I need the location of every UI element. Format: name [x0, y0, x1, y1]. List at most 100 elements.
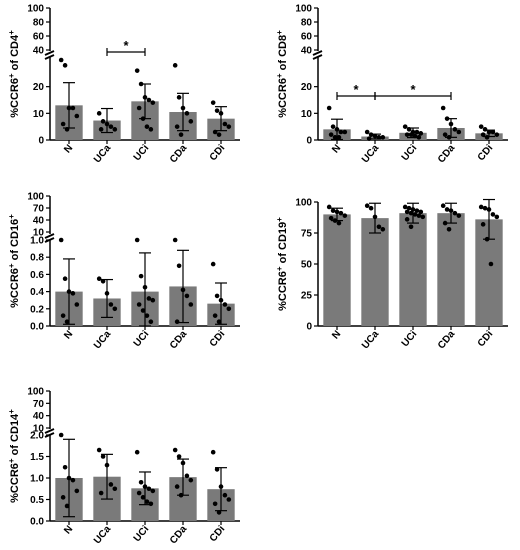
- data-point: [480, 132, 486, 137]
- data-point: [136, 105, 142, 111]
- data-point: [58, 432, 64, 438]
- data-point: [180, 105, 186, 111]
- data-point: [176, 263, 182, 269]
- y-tick-label: 40: [33, 411, 45, 422]
- y-axis-label: %CCR6+ of CD14+: [7, 409, 22, 503]
- data-point: [96, 111, 102, 116]
- data-point: [478, 124, 484, 129]
- data-point: [368, 132, 374, 137]
- y-axis-label-superscript: +: [7, 30, 16, 35]
- y-axis-label-part: of CD19: [277, 222, 289, 267]
- data-point: [74, 488, 80, 494]
- data-point: [58, 237, 64, 243]
- data-point: [364, 203, 370, 209]
- data-point: [336, 220, 342, 226]
- x-tick-label: CDa: [168, 329, 190, 352]
- data-point: [216, 510, 222, 515]
- x-tick-label: UCa: [92, 329, 114, 352]
- data-point: [226, 497, 232, 502]
- y-axis-label-superscript: +: [7, 73, 16, 78]
- y-tick-label: 100: [295, 198, 312, 209]
- data-point: [380, 226, 386, 232]
- y-tick-label: 0.0: [30, 517, 44, 528]
- significance-star: *: [353, 82, 359, 97]
- data-point: [96, 276, 102, 282]
- data-point: [148, 319, 154, 325]
- data-point: [148, 127, 154, 132]
- data-point: [494, 132, 500, 137]
- data-point: [180, 460, 186, 466]
- data-point: [70, 477, 76, 483]
- data-point: [406, 127, 412, 132]
- data-point: [372, 133, 378, 139]
- data-point: [142, 484, 148, 489]
- y-tick-label: 0.5: [30, 495, 44, 506]
- data-point: [108, 482, 114, 487]
- data-point: [486, 129, 492, 135]
- data-point: [418, 131, 424, 136]
- data-point: [490, 212, 496, 217]
- y-axis-label-part: %CCR6: [277, 78, 289, 118]
- data-point: [134, 68, 140, 73]
- data-point: [180, 287, 186, 293]
- data-point: [366, 136, 372, 141]
- y-tick-label: 60: [301, 32, 313, 43]
- data-point: [402, 124, 408, 129]
- data-point: [146, 486, 152, 492]
- data-point: [60, 313, 66, 318]
- y-axis-label: %CCR6+ of CD8+: [275, 30, 290, 118]
- x-tick-label: CDi: [208, 329, 228, 349]
- data-point: [144, 313, 150, 318]
- axis-break-mark: [312, 50, 323, 56]
- y-axis-label-superscript: +: [7, 409, 16, 414]
- y-tick-label: 100: [27, 4, 44, 15]
- data-point: [222, 492, 228, 498]
- data-point: [380, 135, 386, 140]
- data-point: [188, 302, 194, 307]
- data-point: [148, 501, 154, 507]
- x-tick-label: UCa: [360, 329, 382, 352]
- data-point: [60, 495, 66, 500]
- data-point: [174, 124, 180, 129]
- bar-CDa: [437, 213, 465, 326]
- y-tick-label: 0: [38, 136, 44, 147]
- y-tick-label: 10: [33, 109, 45, 120]
- data-point: [150, 297, 156, 303]
- significance-star: *: [123, 38, 129, 53]
- y-axis-label-superscript: +: [275, 217, 284, 222]
- y-tick-label: 60: [33, 32, 45, 43]
- data-point: [100, 119, 106, 124]
- data-point: [146, 296, 152, 301]
- data-point: [172, 237, 178, 243]
- data-point: [406, 205, 412, 211]
- data-point: [334, 127, 340, 132]
- x-tick-label: CDa: [436, 143, 458, 166]
- data-point: [64, 319, 70, 325]
- data-point: [218, 111, 224, 116]
- data-point: [332, 218, 338, 223]
- data-point: [332, 135, 338, 140]
- y-tick-label: 40: [301, 46, 313, 57]
- data-point: [104, 121, 110, 127]
- x-tick-label: CDa: [168, 524, 190, 547]
- data-point: [364, 129, 370, 135]
- x-tick-label: CDa: [168, 143, 190, 166]
- axis-break-mark: [44, 54, 55, 60]
- y-tick-label: 70: [33, 204, 45, 215]
- data-point: [412, 212, 418, 217]
- x-tick-label: UCi: [132, 524, 152, 544]
- y-axis-label-superscript: +: [7, 214, 16, 219]
- data-point: [216, 319, 222, 325]
- data-point: [184, 293, 190, 299]
- data-point: [494, 214, 500, 220]
- y-tick-label: 20: [301, 82, 313, 93]
- data-point: [484, 135, 490, 140]
- data-point: [222, 121, 228, 127]
- data-point: [142, 285, 148, 290]
- bar-UCa: [361, 218, 389, 326]
- y-tick-label: 10: [33, 228, 45, 239]
- data-point: [98, 127, 104, 132]
- data-point: [342, 129, 348, 135]
- data-point: [112, 127, 118, 132]
